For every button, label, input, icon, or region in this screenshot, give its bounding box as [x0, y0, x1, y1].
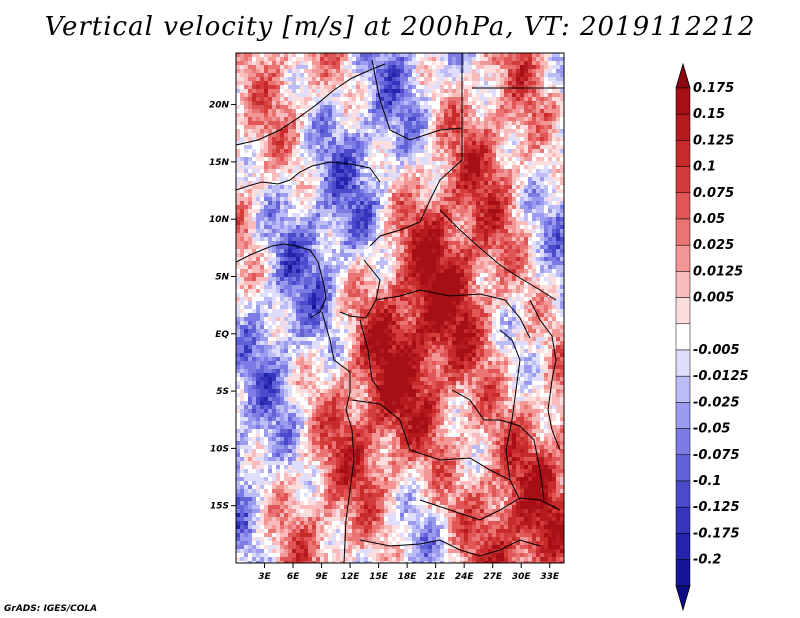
colorbar-label: -0.025: [693, 395, 740, 410]
lat-tick-label: 15S: [210, 502, 229, 512]
colorbar-swatch: [675, 244, 691, 272]
colorbar-label: 0.005: [693, 291, 734, 306]
colorbar-label: 0.05: [693, 212, 725, 227]
colorbar-swatch: [675, 192, 691, 220]
colorbar-swatch: [675, 506, 691, 534]
lon-tick-label: 18E: [398, 572, 418, 582]
lon-tick-label: 30E: [512, 572, 532, 582]
colorbar-label: 0.1: [693, 160, 716, 175]
colorbar-swatch: [675, 349, 691, 377]
colorbar-label: 0.0125: [693, 264, 743, 279]
colorbar-swatch: [675, 454, 691, 482]
colorbar-swatch: [675, 323, 691, 351]
colorbar-label: -0.005: [693, 343, 740, 358]
lon-tick-label: 21E: [426, 572, 446, 582]
colorbar-swatch: [675, 533, 691, 560]
colorbar-label: 0.175: [693, 81, 734, 96]
colorbar-label: -0.1: [693, 474, 721, 489]
colorbar-swatch: [675, 559, 691, 587]
colorbar: 0.175 0.15 0.125 0.1 0.075 0.05 0.025 0.0125 0.0…: [675, 62, 749, 612]
colorbar-swatch: [675, 297, 691, 325]
colorbar-label: -0.05: [693, 422, 730, 437]
lat-tick-label: EQ: [215, 330, 229, 340]
colorbar-label: -0.125: [693, 500, 740, 515]
lat-tick-label: 20N: [209, 101, 230, 111]
map-title: Vertical velocity [m/s] at 200hPa, VT: 2…: [44, 12, 756, 42]
lon-tick-label: 6E: [287, 572, 300, 582]
colorbar-swatch: [675, 218, 691, 246]
colorbar-swatch: [675, 166, 691, 194]
colorbar-swatch: [675, 428, 691, 456]
colorbar-bottom-arrow: [675, 585, 691, 612]
credit-label: GrADS: IGES/COLA: [4, 604, 98, 614]
lat-tick-label: 5N: [215, 272, 229, 282]
lat-tick-label: 10N: [209, 215, 230, 225]
colorbar-label: 0.075: [693, 186, 734, 201]
velocity-field: [236, 53, 564, 563]
lat-tick-label: 15N: [209, 158, 230, 168]
lon-tick-label: 12E: [341, 572, 361, 582]
lon-tick-label: 3E: [258, 572, 271, 582]
colorbar-swatch: [675, 402, 691, 429]
colorbar-swatch: [675, 480, 691, 508]
colorbar-label: 0.025: [693, 238, 734, 253]
latitude-axis: 20N 15N 10N 5N EQ 5S 10S 15S: [209, 101, 236, 512]
colorbar-top-arrow: [675, 62, 691, 89]
colorbar-swatch: [675, 113, 691, 141]
lon-tick-label: 33E: [540, 572, 560, 582]
country-borders: [236, 53, 564, 563]
lon-tick-label: 9E: [315, 572, 328, 582]
colorbar-swatch: [675, 375, 691, 403]
colorbar-label: 0.125: [693, 133, 734, 148]
longitude-axis: 3E 6E 9E 12E 15E 18E 21E 24E 27E 30E 33E: [258, 563, 560, 582]
lat-tick-label: 5S: [216, 387, 229, 397]
colorbar-label: -0.2: [693, 553, 721, 568]
lon-tick-label: 27E: [483, 572, 503, 582]
colorbar-label: -0.0125: [693, 369, 749, 384]
colorbar-label: -0.075: [693, 448, 740, 463]
colorbar-swatch: [675, 87, 691, 115]
colorbar-label: 0.15: [693, 107, 725, 122]
colorbar-swatch: [675, 140, 691, 167]
lon-tick-label: 24E: [455, 572, 475, 582]
map-frame: [235, 52, 565, 564]
colorbar-label: -0.175: [693, 526, 740, 541]
lat-tick-label: 10S: [210, 444, 229, 454]
lon-tick-label: 15E: [369, 572, 389, 582]
colorbar-swatch: [675, 271, 691, 298]
